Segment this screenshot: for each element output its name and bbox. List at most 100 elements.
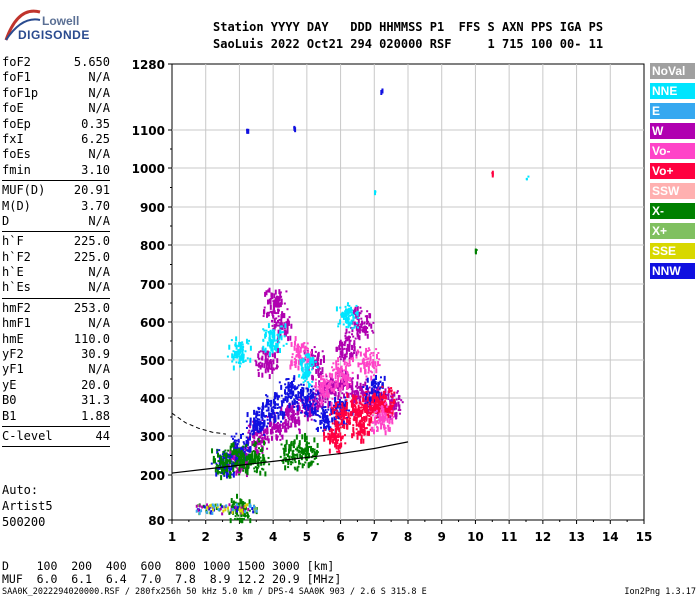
echo-point xyxy=(288,455,291,458)
echo-point xyxy=(243,454,246,457)
echo-point xyxy=(279,428,282,431)
echo-point xyxy=(377,398,380,404)
echo-point xyxy=(366,387,369,390)
x-tick-label: 11 xyxy=(501,530,518,544)
echo-point xyxy=(299,396,302,399)
echo-point xyxy=(353,321,356,327)
echo-point xyxy=(249,357,252,363)
echo-point xyxy=(340,380,343,383)
echo-point xyxy=(371,421,374,424)
echo-point xyxy=(238,361,241,364)
echo-point xyxy=(300,343,303,349)
echo-point xyxy=(321,393,324,396)
echo-point xyxy=(232,500,235,506)
echo-point xyxy=(261,418,264,421)
echo-point xyxy=(343,393,346,399)
echo-point xyxy=(291,417,294,423)
echo-point xyxy=(373,421,376,424)
echo-point xyxy=(278,289,281,295)
echo-point xyxy=(273,310,276,313)
echo-point xyxy=(354,385,357,388)
echo-point xyxy=(220,468,223,471)
echo-point xyxy=(293,357,296,360)
echo-point xyxy=(350,313,353,316)
echo-point xyxy=(324,385,327,388)
echo-point xyxy=(303,403,306,409)
param-value: 20.91 xyxy=(73,183,110,198)
echo-point xyxy=(305,410,308,416)
echo-point xyxy=(245,426,248,429)
echo-point xyxy=(275,321,278,327)
echo-point xyxy=(265,402,268,408)
echo-point xyxy=(305,400,308,406)
echo-point xyxy=(387,407,390,413)
echo-point xyxy=(312,410,315,416)
echo-point xyxy=(242,445,245,448)
echo-point xyxy=(277,414,280,420)
echo-point xyxy=(280,406,283,412)
echo-point xyxy=(238,503,241,509)
echo-point xyxy=(280,443,283,446)
echo-point xyxy=(333,368,336,371)
echo-point xyxy=(256,411,259,417)
echo-point xyxy=(380,422,383,425)
echo-point xyxy=(277,329,280,335)
echo-point xyxy=(335,411,338,414)
echo-point xyxy=(357,318,360,324)
echo-point xyxy=(242,461,245,467)
echo-point xyxy=(376,412,379,415)
echo-point xyxy=(306,347,309,350)
echo-point xyxy=(311,354,314,357)
echo-point xyxy=(389,389,392,392)
echo-point xyxy=(220,460,223,463)
echo-point xyxy=(333,406,336,409)
echo-point xyxy=(355,432,358,435)
echo-point xyxy=(239,452,242,455)
echo-point xyxy=(362,428,365,431)
echo-point xyxy=(279,410,282,416)
echo-point xyxy=(391,409,394,415)
echo-point xyxy=(357,323,360,329)
echo-point xyxy=(332,392,335,395)
echo-point xyxy=(233,439,236,442)
echo-point xyxy=(354,409,357,415)
echo-point xyxy=(294,461,297,464)
echo-point xyxy=(320,412,323,415)
echo-point xyxy=(323,413,326,419)
echo-point xyxy=(383,403,386,406)
echo-point xyxy=(315,408,318,411)
echo-point xyxy=(378,364,381,367)
echo-point xyxy=(362,399,365,402)
echo-point xyxy=(330,402,333,408)
echo-point xyxy=(234,515,237,518)
echo-point xyxy=(243,507,246,511)
echo-point xyxy=(362,386,365,389)
echo-point xyxy=(304,363,307,369)
echo-point xyxy=(391,422,394,425)
echo-point xyxy=(268,344,271,347)
echo-point xyxy=(347,318,350,321)
echo-point xyxy=(341,370,344,373)
echo-point xyxy=(330,373,333,376)
echo-point xyxy=(247,507,250,511)
echo-point xyxy=(245,338,248,344)
echo-point xyxy=(362,438,365,444)
echo-point xyxy=(351,353,354,356)
echo-point xyxy=(390,392,393,395)
echo-point xyxy=(390,413,393,416)
param-row: yF2 30.9 xyxy=(2,347,110,362)
echo-point xyxy=(364,402,367,405)
echo-point xyxy=(339,306,342,309)
echo-point xyxy=(312,449,315,452)
echo-point xyxy=(293,405,296,408)
echo-point xyxy=(322,400,325,403)
echo-point xyxy=(360,326,363,329)
echo-point xyxy=(298,345,301,348)
echo-point xyxy=(307,393,310,396)
echo-point xyxy=(346,302,349,305)
echo-point xyxy=(366,433,369,436)
echo-point xyxy=(206,503,209,507)
echo-point xyxy=(290,323,293,329)
param-label: foEp xyxy=(2,116,31,131)
echo-point xyxy=(320,382,323,385)
